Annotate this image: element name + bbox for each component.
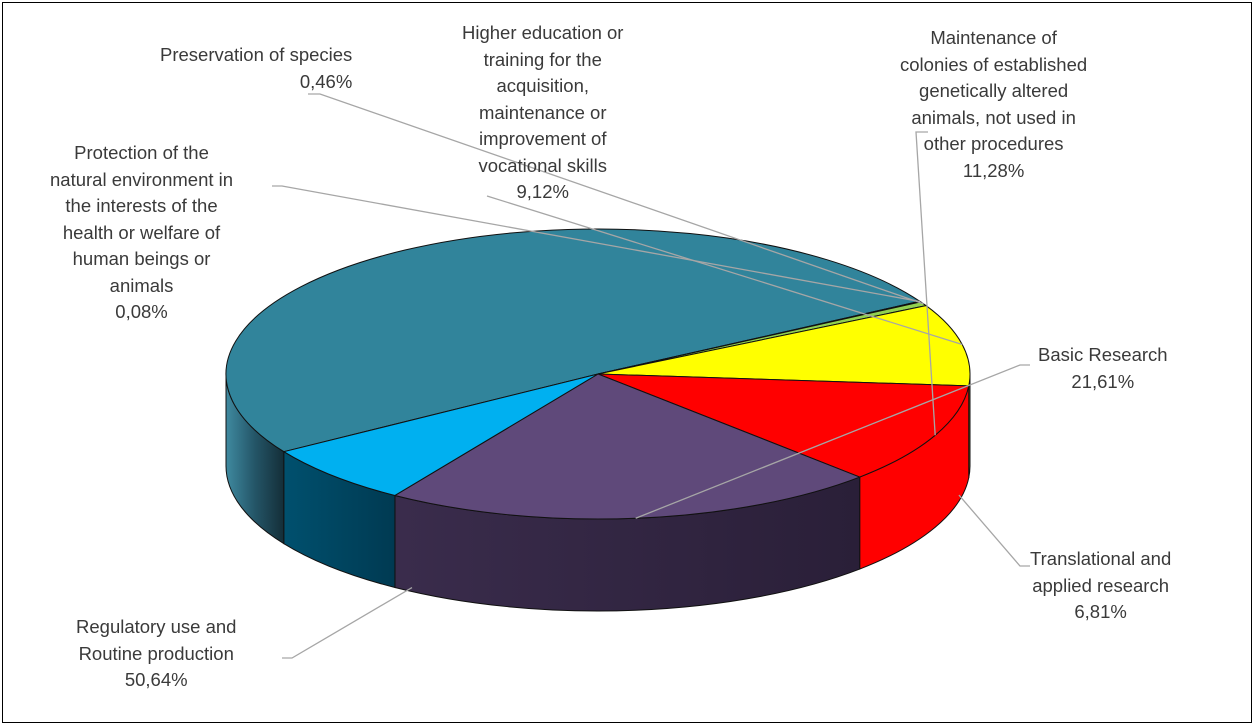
slice-label-protection: Protection of the natural environment in… <box>50 140 233 326</box>
pie-sides <box>225 373 971 612</box>
slice-label-text: improvement of <box>478 128 607 149</box>
slice-label-text: Higher education or <box>462 22 624 43</box>
slice-label-text: Routine production <box>78 642 234 664</box>
slice-label-text: genetically altered <box>919 80 1069 101</box>
slice-label-text: colonies of established <box>900 53 1088 75</box>
slice-label-basic-research: Basic Research 21,61% <box>1038 342 1168 395</box>
pie-slices <box>225 228 971 520</box>
slice-label-text: Regulatory use and <box>76 616 237 637</box>
slice-label-text: natural environment in <box>50 168 234 190</box>
leader-line-colonies <box>915 131 936 436</box>
leader-line-basic <box>635 364 1030 519</box>
slice-value-label: 6,81% <box>1074 601 1127 622</box>
slice-value-label: 0,46% <box>299 70 353 92</box>
slice-label-text: human beings or <box>72 248 211 269</box>
slice-label-text: the interests of the <box>65 195 218 216</box>
slice-label-regulatory: Regulatory use and Routine production 50… <box>76 614 236 694</box>
leader-line-pres <box>308 93 924 305</box>
slice-label-translational: Translational and applied research 6,81% <box>1030 546 1171 626</box>
leader-line-prot <box>272 185 921 303</box>
slice-label-text: applied research <box>1032 574 1169 596</box>
slice-label-colonies: Maintenance of colonies of established g… <box>900 25 1087 184</box>
slice-label-text: Translational and <box>1030 548 1172 569</box>
leader-line-edu <box>486 195 963 346</box>
leader-line-reg <box>282 587 413 659</box>
slice-label-text: animals, not used in <box>911 106 1076 128</box>
slice-value-label: 0,08% <box>115 301 168 322</box>
slice-label-text: health or welfare of <box>62 221 221 243</box>
slice-value-label: 9,12% <box>516 181 569 202</box>
slice-reg <box>225 228 921 453</box>
slice-label-higher-education: Higher education or training for the acq… <box>462 20 623 206</box>
slice-label-text: acquisition, <box>496 75 590 96</box>
slice-label-text: vocational skills <box>478 154 607 176</box>
leader-line-trans <box>958 494 1030 567</box>
slice-label-text: other procedures <box>923 133 1064 154</box>
slice-label-text: maintenance or <box>478 101 607 123</box>
slice-label-text: Maintenance of <box>930 27 1057 48</box>
slice-label-text: Basic Research <box>1038 344 1168 365</box>
slice-basic <box>394 373 861 520</box>
slice-value-label: 21,61% <box>1071 370 1135 392</box>
slice-value-label: 50,64% <box>124 669 188 690</box>
slice-label-text: Protection of the <box>74 142 209 163</box>
slice-label-preservation: Preservation of species 0,46% <box>160 42 352 95</box>
slice-trans <box>283 373 599 496</box>
slice-edu <box>597 305 971 387</box>
leader-lines <box>272 93 1030 659</box>
slice-label-text: training for the <box>483 48 602 70</box>
slice-label-text: animals <box>109 274 174 296</box>
slice-value-label: 11,28% <box>962 159 1025 181</box>
slice-label-text: Preservation of species <box>160 44 353 65</box>
